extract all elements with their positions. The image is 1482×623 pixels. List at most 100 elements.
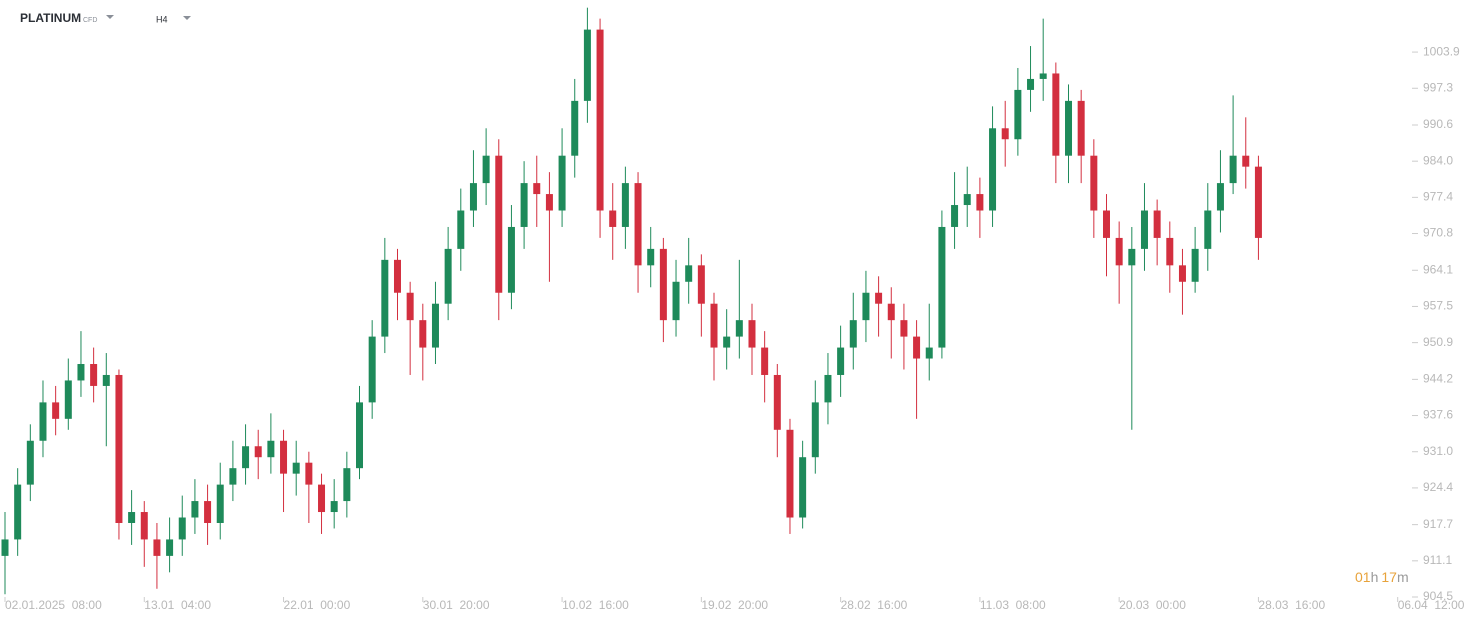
candle-body [254, 446, 262, 458]
candle-body [989, 128, 997, 211]
y-tick-label: 1003.9 [1423, 44, 1460, 58]
candle-body [533, 183, 541, 195]
candle-body [723, 336, 731, 348]
candle-body [77, 364, 85, 381]
candle-body [1077, 100, 1085, 156]
candle-body [1191, 248, 1199, 282]
candle-body [191, 501, 199, 518]
candle-body [64, 380, 72, 419]
candle-body [482, 155, 490, 184]
candle-body [1216, 183, 1224, 211]
x-tick-label: 22.01 00:00 [284, 598, 351, 612]
candle-body [1153, 210, 1161, 238]
candle-body [925, 347, 933, 359]
candle-body [1166, 237, 1174, 266]
candle-body [140, 512, 148, 540]
candle-body [330, 501, 338, 513]
y-tick-label: 924.4 [1423, 480, 1453, 494]
x-tick-label: 19.02 20:00 [701, 598, 768, 612]
candle-body [976, 194, 984, 211]
dropdown-arrow[interactable] [183, 16, 191, 20]
candle-body [520, 183, 528, 227]
candle-body [634, 183, 642, 266]
candle-body [1090, 155, 1098, 211]
candle-body [204, 501, 212, 523]
y-tick-label: 997.3 [1423, 80, 1453, 94]
instrument-name[interactable]: PLATINUM [20, 11, 81, 25]
candle-body [419, 320, 427, 348]
candle-body [1027, 78, 1035, 90]
candle-body [1039, 73, 1047, 79]
candle-body [659, 248, 667, 321]
candle-body [178, 517, 186, 540]
x-tick-label: 02.01.2025 08:00 [5, 598, 102, 612]
y-tick-label: 970.8 [1423, 226, 1453, 240]
candle-body [128, 512, 136, 523]
candle-body [507, 226, 515, 293]
candle-body [381, 259, 389, 337]
candle-body [90, 364, 98, 386]
candle-body [875, 292, 883, 304]
candle-body [571, 100, 579, 156]
candle-body [102, 374, 110, 386]
candle-body [913, 336, 921, 359]
candle-body [761, 347, 769, 375]
x-tick-label: 11.03 08:00 [980, 598, 1046, 612]
candle-body [710, 303, 718, 348]
y-tick-label: 964.1 [1423, 262, 1453, 276]
candle-body [1115, 237, 1123, 266]
candle-body [39, 402, 47, 441]
candle-body [748, 320, 756, 348]
countdown-unit: m [1397, 569, 1409, 585]
y-tick-label: 977.4 [1423, 190, 1453, 204]
candle-body [1014, 89, 1022, 140]
x-tick-label: 28.02 16:00 [841, 598, 908, 612]
x-tick-label: 06.04 12:00 [1398, 598, 1465, 612]
candle-body [343, 468, 351, 502]
candle-body [52, 402, 60, 419]
candle-body [773, 374, 781, 430]
candle-body [1204, 210, 1212, 249]
y-tick-label: 990.6 [1423, 117, 1453, 131]
countdown-unit: h [1371, 569, 1379, 585]
candle-body [963, 194, 971, 206]
candle-body [166, 539, 174, 556]
candle-body [609, 210, 617, 227]
candle-body [229, 468, 237, 485]
candle-body [837, 347, 845, 375]
candle-body [824, 374, 832, 403]
candle-body [1102, 210, 1110, 238]
y-tick-label: 904.5 [1423, 589, 1453, 603]
instrument-kind: CFD [83, 17, 97, 24]
candle-body [280, 440, 288, 474]
candle-body [1254, 166, 1262, 238]
countdown-minutes: 17 [1381, 569, 1397, 585]
y-tick-label: 911.1 [1423, 553, 1452, 567]
candle-body [558, 155, 566, 211]
candle-body [545, 194, 553, 211]
y-tick-label: 984.0 [1423, 153, 1453, 167]
candle-body [216, 484, 224, 523]
candle-body [495, 155, 503, 293]
dropdown-arrow[interactable] [106, 15, 114, 19]
candle-body [26, 440, 34, 485]
candle-body [1065, 100, 1073, 156]
y-tick-label: 917.7 [1423, 517, 1453, 531]
countdown: 01h 17m [1355, 569, 1409, 585]
x-tick-label: 20.03 00:00 [1119, 598, 1186, 612]
candle-body [583, 29, 591, 101]
candle-body [938, 226, 946, 348]
candle-body [951, 205, 959, 227]
y-tick-label: 957.5 [1423, 299, 1453, 313]
candle-body [14, 484, 22, 540]
candle-body [393, 259, 401, 293]
candle-body [1178, 265, 1186, 282]
candle-body [444, 248, 452, 304]
candle-body [672, 281, 680, 321]
candle-body [242, 446, 250, 469]
candle-body [799, 457, 807, 518]
candle-body [1, 539, 9, 556]
timeframe[interactable]: H4 [156, 14, 168, 24]
candle-body [1128, 248, 1136, 266]
